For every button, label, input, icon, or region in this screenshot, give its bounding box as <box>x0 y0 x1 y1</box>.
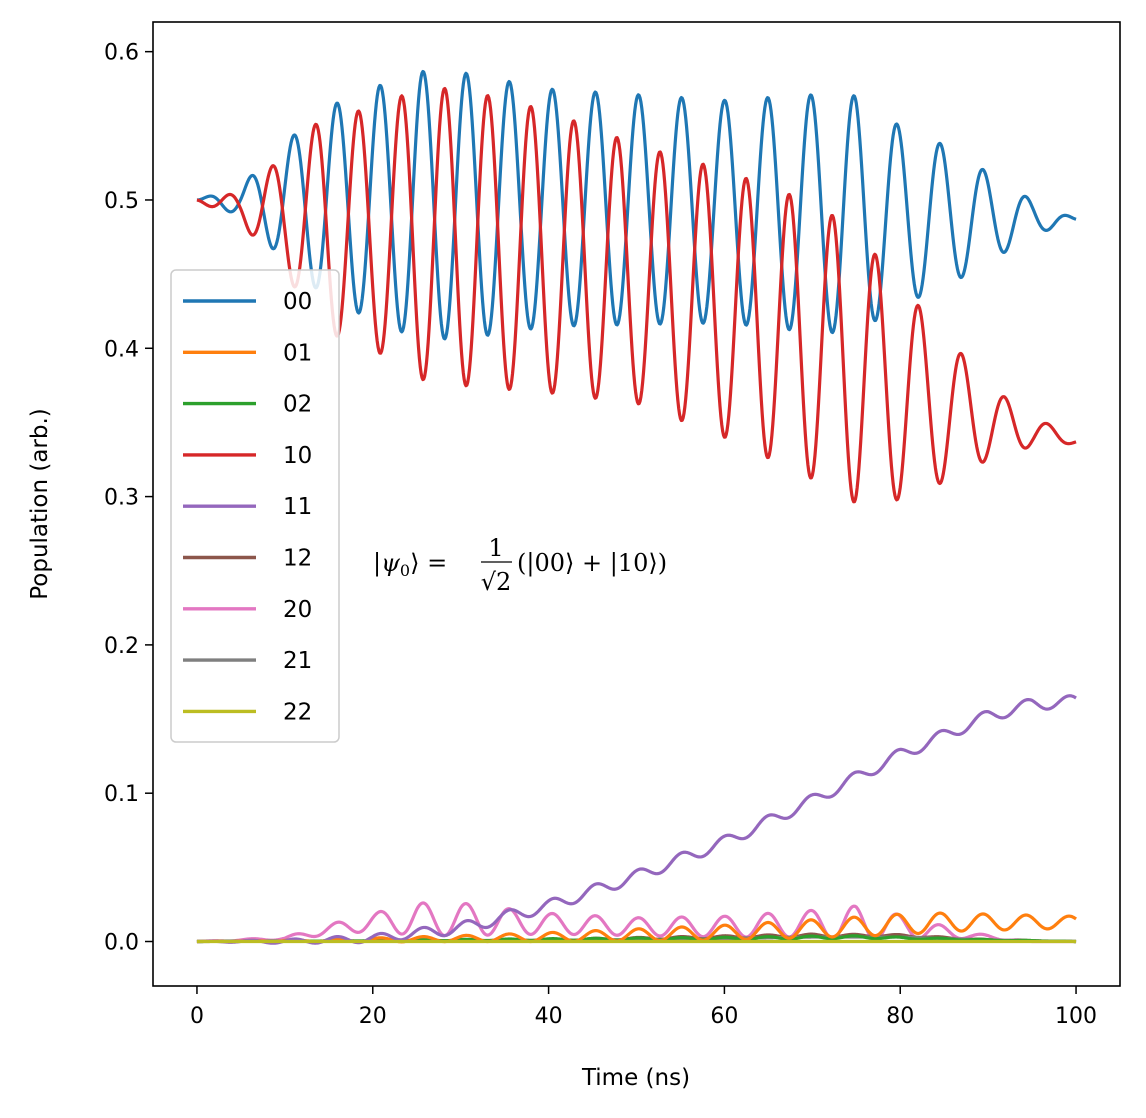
y-tick-label: 0.5 <box>104 189 139 214</box>
y-axis-label: Population (arb.) <box>27 408 53 600</box>
legend-label-00: 00 <box>283 289 312 315</box>
x-tick-label: 0 <box>190 1004 204 1029</box>
legend-label-02: 02 <box>283 392 312 418</box>
annotation-frac-den: √2 <box>481 568 512 596</box>
series-line-10 <box>196 86 1077 504</box>
axes-frame <box>152 21 1121 987</box>
x-tick-label: 20 <box>359 1004 387 1029</box>
x-tick-label: 80 <box>886 1004 914 1029</box>
legend: 00 01 02 10 11 12 20 21 22 <box>170 269 340 743</box>
y-tick-label: 0.2 <box>104 634 139 659</box>
state-annotation: |ψ0⟩ = 1 √2 (|00⟩ + |10⟩) <box>373 534 667 596</box>
annotation-subscript: 0 <box>400 561 410 580</box>
y-tick-label: 0.3 <box>104 486 139 511</box>
legend-label-11: 11 <box>283 494 312 520</box>
legend-label-21: 21 <box>283 648 312 674</box>
y-tick-label: 0.4 <box>104 337 139 362</box>
y-tick-label: 0.6 <box>104 41 139 66</box>
series-line-00 <box>196 69 1077 341</box>
x-tick-label: 100 <box>1055 1004 1097 1029</box>
x-axis-label: Time (ns) <box>581 1065 690 1091</box>
legend-label-01: 01 <box>283 340 312 366</box>
svg-text:|ψ0⟩ =: |ψ0⟩ = <box>373 549 447 580</box>
x-tick-label: 40 <box>535 1004 563 1029</box>
series-line-11 <box>196 694 1077 945</box>
legend-label-20: 20 <box>283 597 312 623</box>
series-layer <box>196 69 1077 945</box>
legend-label-22: 22 <box>283 699 312 725</box>
y-tick-label: 0.0 <box>104 931 139 956</box>
x-tick-label: 60 <box>710 1004 738 1029</box>
annotation-psi: ψ <box>381 549 401 577</box>
series-line-20 <box>196 901 1077 944</box>
y-tick-label: 0.1 <box>104 782 139 807</box>
legend-label-10: 10 <box>283 443 312 469</box>
legend-label-12: 12 <box>283 546 312 572</box>
annotation-lhs-open: | <box>373 549 381 578</box>
annotation-frac-num: 1 <box>488 534 503 562</box>
annotation-lhs-close: ⟩ = <box>410 549 447 577</box>
annotation-rhs: (|00⟩ + |10⟩) <box>517 549 667 578</box>
